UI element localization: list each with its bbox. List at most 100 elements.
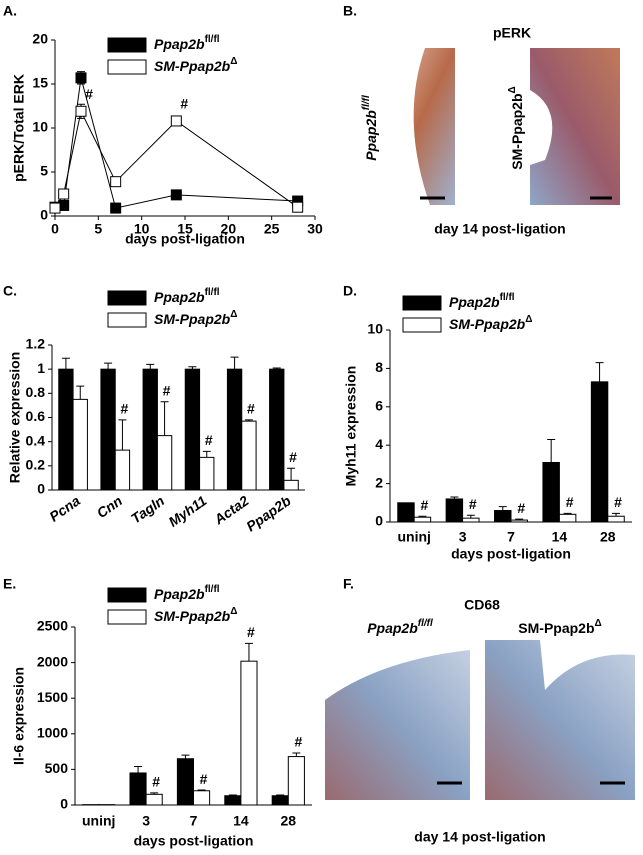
legend-sup: fl/fl (500, 292, 515, 303)
error-bar (150, 792, 159, 795)
significance-mark: # (421, 497, 429, 513)
y-tick-label: 8 (375, 359, 383, 375)
error-bar (188, 366, 197, 370)
bar (145, 793, 163, 806)
bar (184, 368, 201, 491)
y-tick-label: 0 (40, 207, 48, 223)
bar (72, 398, 88, 491)
y-tick-label: 10 (367, 321, 383, 337)
significance-mark: # (289, 449, 297, 465)
legend-swatch (107, 587, 147, 603)
x-tick-label: Ppap2b (243, 492, 294, 534)
bar (271, 795, 289, 806)
bar (413, 516, 432, 523)
lumen (325, 640, 470, 700)
y-tick-label: 4 (375, 436, 383, 452)
error-bar (498, 506, 507, 511)
legend-sup: Δ (230, 606, 237, 617)
error-bar (146, 363, 155, 370)
bar (397, 502, 415, 523)
significance-mark: # (469, 496, 477, 512)
panel-letter: C. (3, 283, 17, 299)
y-axis-label: Relative expression (7, 352, 23, 484)
error-bar (202, 450, 211, 458)
legend-label: SM-Ppap2bΔ (154, 56, 237, 74)
significance-mark: # (121, 401, 129, 417)
bar (156, 435, 173, 491)
legend-swatch (107, 609, 147, 625)
error-bar (515, 518, 524, 521)
legend-sup: fl/fl (205, 584, 220, 595)
panel-letter: D. (343, 283, 357, 299)
x-tick-label: 10 (134, 221, 150, 237)
image-label: Ppap2bfl/fl (361, 95, 379, 161)
bar (58, 368, 74, 491)
y-axis-label: Il-6 expression (11, 667, 27, 765)
legend-swatch (107, 59, 147, 75)
legend-sup: Δ (230, 309, 237, 320)
x-tick-label: Myh11 (165, 492, 209, 530)
panel-title: pERK (493, 25, 531, 41)
bar (445, 498, 464, 523)
legend-label: Ppap2bfl/fl (449, 292, 515, 310)
x-tick-label: 20 (221, 221, 237, 237)
bar (226, 368, 243, 491)
legend-swatch (107, 37, 147, 53)
panel-letter: E. (3, 576, 16, 592)
lumen (380, 48, 430, 205)
error-bar (61, 357, 70, 370)
y-tick-label: 2500 (37, 618, 68, 634)
legend-sup: fl/fl (205, 34, 220, 45)
y-tick-label: 5 (40, 163, 48, 179)
bar (142, 368, 158, 491)
legend-label: SM-Ppap2bΔ (154, 309, 237, 327)
point (292, 201, 304, 213)
x-tick-label: 30 (307, 221, 323, 237)
bar (590, 381, 609, 523)
point (170, 189, 182, 201)
bar (283, 479, 299, 491)
point (58, 188, 70, 200)
y-tick-label: 0.4 (26, 432, 46, 448)
legend-name: SM-Ppap2b (154, 311, 231, 327)
y-axis-label: Myh11 expression (343, 366, 359, 487)
y-tick-label: 1 (37, 360, 45, 376)
bar (510, 519, 528, 523)
y-axis-label: pERK/Total ERK (11, 74, 27, 182)
error-bar (287, 467, 296, 481)
legend-name: Ppap2b (154, 586, 205, 602)
legend-label: SM-Ppap2bΔ (154, 606, 237, 624)
error-bar (104, 362, 113, 370)
error-bar (292, 752, 301, 757)
legend-name: SM-Ppap2b (154, 608, 231, 624)
significance-mark: # (180, 96, 188, 112)
error-bar (595, 362, 604, 382)
significance-mark: # (517, 500, 525, 516)
legend-label: Ppap2bfl/fl (154, 287, 220, 305)
x-tick-label: 15 (177, 221, 193, 237)
legend-name: Ppap2b (449, 294, 500, 310)
bar (542, 461, 560, 523)
panel-caption: day 14 post-ligation (414, 829, 545, 845)
bar (129, 772, 147, 806)
image-label: SM-Ppap2bΔ (518, 618, 601, 636)
x-tick-label: Cnn (94, 492, 125, 521)
image-label: Ppap2bfl/fl (367, 618, 433, 636)
error-bar (547, 438, 556, 463)
error-bar (450, 496, 459, 499)
significance-mark: # (85, 86, 93, 102)
bar (269, 368, 285, 491)
significance-mark: # (200, 771, 208, 787)
y-tick-label: 2 (375, 474, 383, 490)
panel-letter: A. (3, 3, 17, 19)
y-tick-label: 10 (32, 119, 48, 135)
significance-mark: # (163, 382, 171, 398)
bar (176, 758, 195, 806)
significance-mark: # (247, 401, 255, 417)
bar (100, 368, 116, 491)
y-tick-label: 15 (32, 75, 48, 91)
lumen (530, 90, 553, 165)
image-label: SM-Ppap2bΔ (507, 86, 525, 169)
error-bar (160, 401, 169, 436)
error-bar (276, 794, 285, 796)
